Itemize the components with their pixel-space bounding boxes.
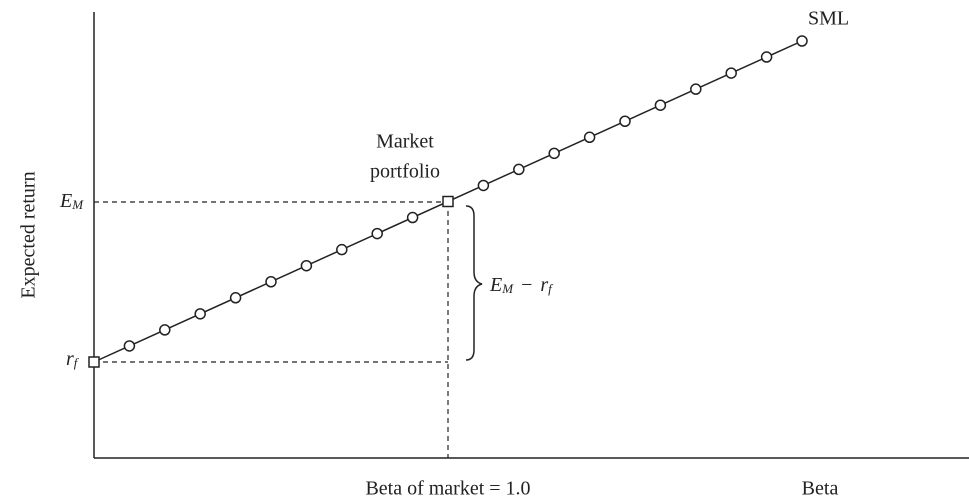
rf-sub: f — [74, 355, 80, 370]
square-point — [442, 195, 454, 208]
points — [88, 35, 808, 368]
x-axis-title: Beta — [802, 478, 839, 500]
circle-point — [336, 243, 348, 256]
circle-point — [159, 324, 171, 336]
circle-point — [548, 147, 560, 160]
circle-point — [300, 259, 313, 272]
circle-point — [583, 131, 596, 144]
market-label: Market — [376, 131, 434, 153]
circle-point — [760, 51, 773, 63]
rf-label: rf — [66, 348, 80, 370]
circle-point — [371, 227, 383, 240]
x-axis-label: Beta of market = 1.0 — [365, 478, 530, 500]
premium-base: E — [489, 274, 502, 296]
market-label: portfolio — [370, 161, 440, 183]
circle-point — [123, 340, 136, 352]
y-axis-title: Expected return — [18, 171, 40, 298]
circle-point — [619, 115, 631, 127]
em-sub: M — [71, 197, 84, 212]
square-point — [88, 356, 100, 368]
rf-base: r — [66, 348, 74, 370]
circle-point — [194, 308, 206, 320]
circle-point — [477, 179, 490, 192]
em-base: E — [59, 190, 72, 212]
premium-sub: f — [548, 281, 554, 296]
premium-sub: M — [501, 281, 514, 296]
premium-label: EM − rf — [489, 274, 554, 296]
circle-point — [265, 276, 277, 288]
em-label: EM — [59, 190, 84, 212]
premium-base: r — [540, 274, 548, 296]
brace — [465, 205, 483, 361]
circle-point — [654, 99, 667, 111]
premium-op: − — [521, 274, 532, 296]
circle-point — [229, 292, 242, 304]
circle-point — [796, 35, 808, 47]
circle-point — [690, 83, 702, 95]
circle-point — [513, 163, 525, 176]
sml-label: SML — [808, 8, 849, 30]
circle-point — [725, 67, 737, 79]
circle-point — [406, 211, 419, 224]
